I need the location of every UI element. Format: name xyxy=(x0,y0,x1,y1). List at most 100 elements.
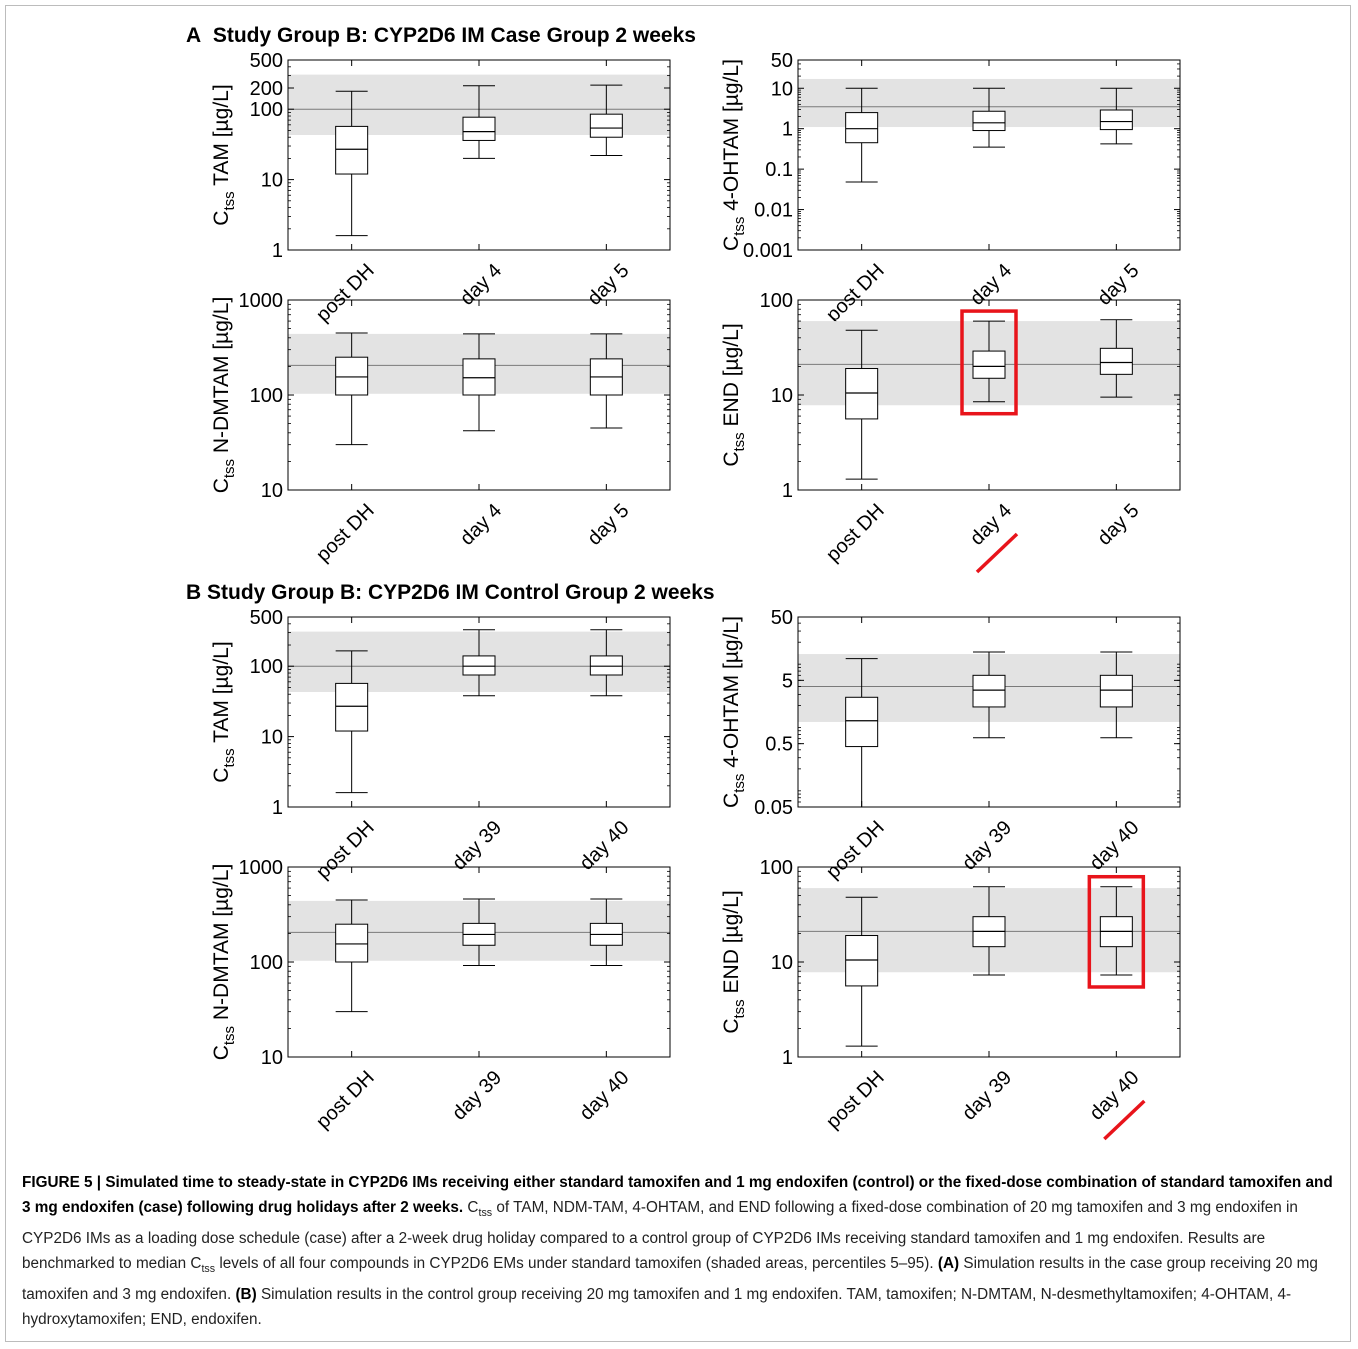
y-tick-label: 1 xyxy=(272,797,283,819)
iqr-box xyxy=(972,110,1006,132)
iqr-box xyxy=(972,350,1006,379)
box-1 xyxy=(972,651,1006,739)
y-tick-label: 100 xyxy=(760,857,793,879)
y-tick-label: 10 xyxy=(261,1047,283,1069)
iqr-box xyxy=(1099,109,1133,131)
box-2 xyxy=(589,898,623,966)
y-tick-label: 0.1 xyxy=(765,159,793,181)
caption-a-text: Simulation results in the case group rec… xyxy=(22,1255,1318,1304)
box-1 xyxy=(972,87,1006,148)
x-category-label: post DH xyxy=(312,1067,379,1134)
caption-b-label: (B) xyxy=(235,1286,257,1304)
y-axis-label-c: C xyxy=(720,1018,743,1033)
box-0 xyxy=(335,332,369,446)
y-tick-label: 10 xyxy=(261,480,283,502)
x-category-label: day 40 xyxy=(1085,1067,1143,1125)
y-axis-label: Ctss END [µg/L] xyxy=(720,890,748,1033)
x-category-label: day 5 xyxy=(583,260,633,310)
x-category-label: post DH xyxy=(312,260,379,327)
chart-1-3: 1 10 100 post DH day 39 day 40 Ctss END [µg/L] xyxy=(720,857,1181,1141)
y-axis-label-c: C xyxy=(210,211,233,226)
caption-bench: levels of all four compounds in CYP2D6 E… xyxy=(219,1255,934,1273)
iqr-box xyxy=(335,356,369,396)
y-axis-label-text: 4-OHTAM [µg/L] xyxy=(720,59,743,217)
y-axis-label-c: C xyxy=(720,236,743,251)
y-axis-label-subscript: tss xyxy=(731,432,748,451)
iqr-box xyxy=(845,112,879,144)
y-axis-label-subscript: tss xyxy=(221,459,238,478)
caption-figure-label: FIGURE 5 | Simulated time to steady-stat… xyxy=(22,1174,1333,1216)
iqr-box xyxy=(845,696,879,748)
y-tick-label: 1 xyxy=(782,119,793,141)
y-tick-label: 10 xyxy=(261,170,283,192)
y-tick-label: 1 xyxy=(782,1047,793,1069)
y-axis-label-c: C xyxy=(720,793,743,808)
figure-frame xyxy=(5,5,1351,1342)
y-axis-label-text: TAM [µg/L] xyxy=(210,641,233,748)
y-axis-label: Ctss END [µg/L] xyxy=(720,323,748,466)
iqr-box xyxy=(845,935,879,987)
box-1 xyxy=(462,898,496,966)
y-axis-label-c: C xyxy=(210,768,233,783)
y-tick-label: 10 xyxy=(771,952,793,974)
x-category-label: day 39 xyxy=(958,817,1016,875)
box-2 xyxy=(589,333,623,429)
y-axis-label: Ctss 4-OHTAM [µg/L] xyxy=(720,59,748,251)
y-axis-label: Ctss N-DMTAM [µg/L] xyxy=(210,297,238,494)
y-tick-label: 100 xyxy=(250,952,283,974)
y-axis-label: Ctss TAM [µg/L] xyxy=(210,84,238,225)
y-tick-label: 10 xyxy=(261,727,283,749)
box-2 xyxy=(1099,651,1133,739)
y-tick-label: 5 xyxy=(782,670,793,692)
caption-tss: tss xyxy=(478,1207,493,1220)
box-0 xyxy=(845,87,879,183)
y-tick-label: 10 xyxy=(771,385,793,407)
chart-1-1: 0.05 0.5 5 50 post DH day 39 day 40 Ctss 4-OHTA… xyxy=(720,607,1181,883)
y-axis-label-subscript: tss xyxy=(731,999,748,1018)
box-1 xyxy=(462,85,496,159)
y-tick-label: 0.05 xyxy=(754,797,793,819)
box-0 xyxy=(845,896,879,1047)
iqr-box xyxy=(589,113,623,138)
y-tick-label: 500 xyxy=(250,50,283,72)
x-category-label: day 4 xyxy=(456,500,506,550)
y-axis-label-text: END [µg/L] xyxy=(720,890,743,999)
highlight-underline xyxy=(1103,1099,1146,1141)
y-tick-label: 0.001 xyxy=(743,240,793,262)
box-1 xyxy=(972,886,1006,976)
highlight-box xyxy=(960,309,1018,416)
x-category-label: day 4 xyxy=(966,260,1016,310)
x-category-label: day 5 xyxy=(1093,260,1143,310)
y-axis-label-subscript: tss xyxy=(221,191,238,210)
caption-tss2: tss xyxy=(201,1263,216,1276)
iqr-box xyxy=(335,923,369,963)
y-axis-label-subscript: tss xyxy=(731,217,748,236)
iqr-box xyxy=(462,655,496,676)
caption-b-text: Simulation results in the control group … xyxy=(22,1286,1292,1329)
y-tick-label: 10 xyxy=(771,78,793,100)
panel-b-title: Study Group B: CYP2D6 IM Control Group 2… xyxy=(207,581,715,604)
panel-a-label: A xyxy=(186,24,202,47)
x-category-label: day 40 xyxy=(1085,817,1143,875)
caption-intro: of TAM, NDM-TAM, 4-OHTAM, and END follow… xyxy=(22,1199,1298,1273)
y-tick-label: 100 xyxy=(250,99,283,121)
y-tick-label: 50 xyxy=(771,607,793,629)
y-axis-label-c: C xyxy=(210,478,233,493)
chart-0-1: 0.001 0.01 0.1 1 10 50 post DH day 4 day 5 Ctss 4… xyxy=(720,50,1181,326)
caption-a-label: (A) xyxy=(937,1255,960,1273)
iqr-box xyxy=(462,116,496,141)
y-axis-label-c: C xyxy=(720,451,743,466)
box-1 xyxy=(462,629,496,697)
y-tick-label: 0.01 xyxy=(754,200,793,222)
y-axis-label-subscript: tss xyxy=(731,774,748,793)
iqr-box xyxy=(335,125,369,175)
y-tick-label: 0.5 xyxy=(765,734,793,756)
x-category-label: day 40 xyxy=(575,817,633,875)
x-category-label: day 40 xyxy=(575,1067,633,1125)
x-category-label: day 5 xyxy=(583,500,633,550)
caption-c2: C xyxy=(190,1255,202,1273)
box-2 xyxy=(1099,886,1133,976)
x-category-label: post DH xyxy=(822,500,889,567)
box-2 xyxy=(1099,87,1133,145)
